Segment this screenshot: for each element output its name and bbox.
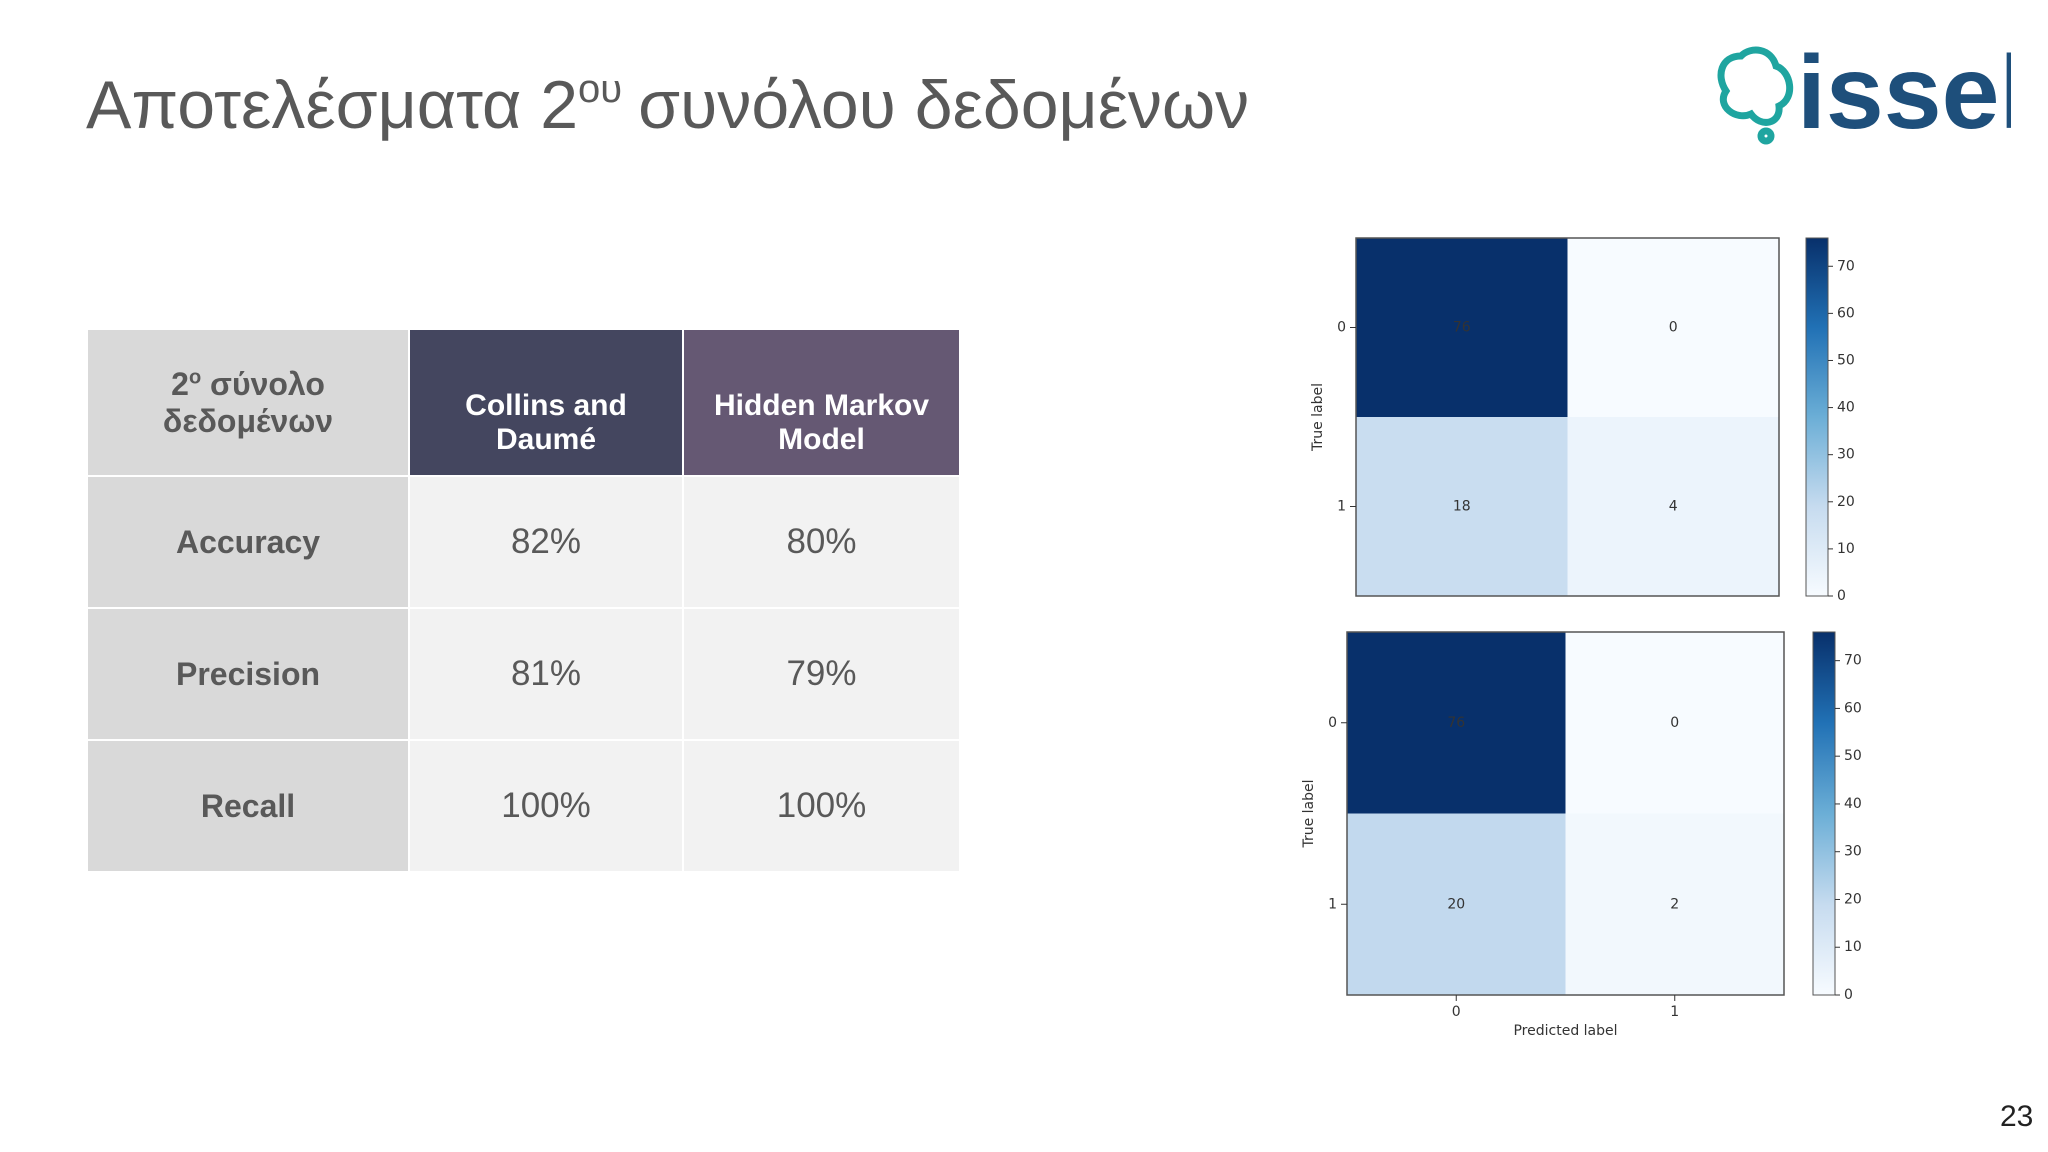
x-tick-label: 0 xyxy=(1452,1004,1461,1020)
cell-label: 76 xyxy=(1453,320,1471,336)
colorbar-tick-label: 0 xyxy=(1837,588,1846,604)
y-axis-label: True label xyxy=(1310,383,1326,452)
colorbar-tick-label: 20 xyxy=(1837,494,1855,510)
title-text: συνόλου δεδομένων xyxy=(638,67,1250,143)
matrix-cell xyxy=(1356,417,1568,596)
colorbar-tick-label: 0 xyxy=(1844,987,1853,1003)
column-header: Collins and Daumé xyxy=(408,328,684,477)
colorbar-tick-label: 70 xyxy=(1837,258,1855,274)
matrix-cell xyxy=(1347,813,1566,995)
row-header: Precision xyxy=(86,607,410,741)
matrix-cell xyxy=(1356,238,1568,417)
colorbar-tick-label: 10 xyxy=(1837,541,1855,557)
colorbar-tick-label: 30 xyxy=(1844,844,1862,860)
colorbar xyxy=(1805,237,1829,597)
colorbar-tick-label: 50 xyxy=(1844,748,1862,764)
colorbar-tick-label: 20 xyxy=(1844,891,1862,907)
page-number: 23 xyxy=(2000,1100,2034,1133)
title-superscript: ου xyxy=(578,67,623,111)
cell-label: 0 xyxy=(1670,715,1679,731)
y-tick-label: 1 xyxy=(1337,499,1346,515)
colorbar-tick-label: 50 xyxy=(1837,352,1855,368)
title-text: Αποτελέσματα 2 xyxy=(86,67,579,143)
corner-number: 2 xyxy=(171,365,189,402)
row-header: Recall xyxy=(86,739,410,873)
colorbar-tick-label: 10 xyxy=(1844,939,1862,955)
cell: 100% xyxy=(682,739,961,873)
matrix-cell xyxy=(1567,238,1779,417)
colorbar-tick-label: 40 xyxy=(1837,400,1855,416)
cell: 79% xyxy=(682,607,961,741)
cell: 82% xyxy=(408,475,684,609)
colorbar-tick-label: 40 xyxy=(1844,796,1862,812)
row-header: Accuracy xyxy=(86,475,410,609)
y-tick-label: 1 xyxy=(1328,896,1337,912)
matrix-cell xyxy=(1565,632,1784,814)
cell-label: 2 xyxy=(1670,896,1679,912)
logo: issel xyxy=(1717,36,2011,146)
results-table: 2ο σύνολο δεδομένων Collins and Daumé Hi… xyxy=(86,328,961,873)
y-tick-label: 0 xyxy=(1337,320,1346,336)
matrix-frame xyxy=(1346,631,1785,996)
cell-label: 76 xyxy=(1447,715,1465,731)
y-tick-label: 0 xyxy=(1328,715,1337,731)
colorbar xyxy=(1812,631,1836,996)
x-axis-label: Predicted label xyxy=(1513,1023,1617,1039)
logo-text: issel xyxy=(1797,36,2011,146)
colorbar-tick-label: 70 xyxy=(1844,653,1862,669)
corner-header: 2ο σύνολο δεδομένων xyxy=(86,328,410,477)
matrix-cell xyxy=(1565,813,1784,995)
colorbar-tick-label: 60 xyxy=(1844,700,1862,716)
cell-label: 18 xyxy=(1453,499,1471,515)
matrix-frame xyxy=(1355,237,1780,597)
logo-icon xyxy=(1717,46,1793,145)
x-tick-label: 1 xyxy=(1670,1004,1679,1020)
cell-label: 20 xyxy=(1447,896,1465,912)
corner-sup: ο xyxy=(188,365,202,388)
matrix-cell xyxy=(1567,417,1779,596)
corner-text: σύνολο δεδομένων xyxy=(162,365,334,439)
matrix-cell xyxy=(1347,632,1566,814)
colorbar-tick-label: 30 xyxy=(1837,447,1855,463)
cell-label: 0 xyxy=(1669,320,1678,336)
column-header: Hidden Markov Model xyxy=(682,328,961,477)
cell: 80% xyxy=(682,475,961,609)
slide-title: Αποτελέσματα 2ου συνόλου δεδομένων xyxy=(86,66,1249,144)
cell: 100% xyxy=(408,739,684,873)
colorbar-tick-label: 60 xyxy=(1837,305,1855,321)
y-axis-label: True label xyxy=(1301,779,1317,848)
cell-label: 4 xyxy=(1669,499,1678,515)
cell: 81% xyxy=(408,607,684,741)
